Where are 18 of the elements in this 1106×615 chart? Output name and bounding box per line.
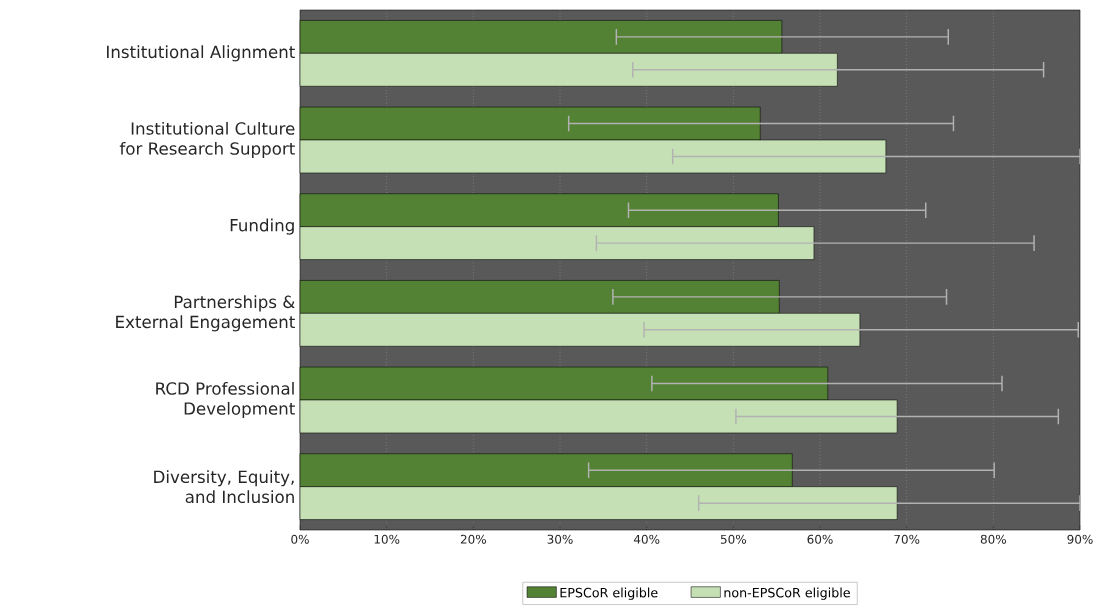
y-tick-label: Institutional Alignment <box>107 45 295 62</box>
y-tick-label: Institutional Culture for Research Support <box>119 121 295 159</box>
legend-label: non-EPSCoR eligible <box>724 587 850 600</box>
legend-label: EPSCoR eligible <box>560 587 658 600</box>
y-tick-label: RCD Professional Development <box>156 381 295 419</box>
x-tick-label: 20% <box>460 534 487 544</box>
x-tick-label: 60% <box>807 534 833 544</box>
x-tick-label: 10% <box>374 534 400 544</box>
x-tick-label: 70% <box>894 534 920 544</box>
x-tick-label: 40% <box>633 534 660 544</box>
x-tick-label: 50% <box>720 534 747 544</box>
y-tick-label: Diversity, Equity, and Inclusion <box>154 470 294 504</box>
x-tick-label: 80% <box>980 534 1007 544</box>
x-tick-label: 90% <box>1067 534 1093 544</box>
x-tick-label: 30% <box>547 534 573 544</box>
x-tick-label: 0% <box>291 534 309 544</box>
y-tick-label: Funding <box>230 218 294 235</box>
y-tick-label: Partnerships & External Engagement <box>116 295 295 332</box>
